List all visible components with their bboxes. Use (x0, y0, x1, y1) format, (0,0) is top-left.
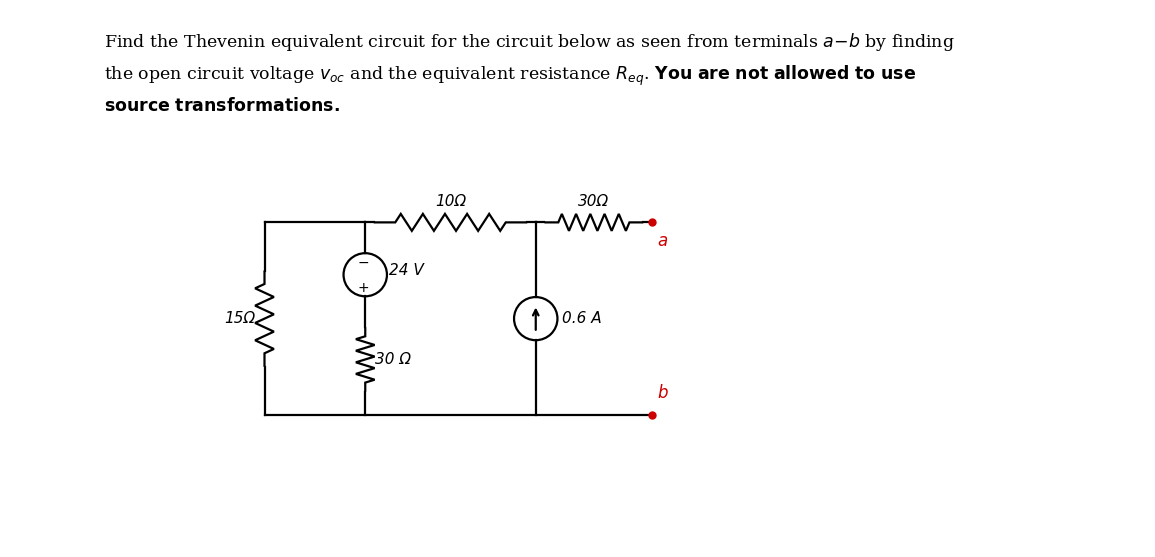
Text: Find the Thevenin equivalent circuit for the circuit below as seen from terminal: Find the Thevenin equivalent circuit for… (104, 31, 955, 52)
Text: the open circuit voltage $v_{oc}$ and the equivalent resistance $R_{eq}$. $\bf{Y: the open circuit voltage $v_{oc}$ and th… (104, 64, 916, 88)
Text: a: a (657, 232, 668, 251)
Text: 30 Ω: 30 Ω (374, 352, 410, 367)
Text: −: − (358, 256, 370, 270)
Text: 24 V: 24 V (389, 263, 424, 278)
Text: 30Ω: 30Ω (579, 193, 610, 208)
Text: +: + (358, 281, 370, 295)
Text: 15Ω: 15Ω (224, 311, 255, 326)
Text: 10Ω: 10Ω (435, 193, 467, 208)
Text: $\bf{source\ transformations.}$: $\bf{source\ transformations.}$ (104, 97, 340, 115)
Text: b: b (657, 384, 668, 402)
Text: 0.6 A: 0.6 A (562, 311, 602, 326)
